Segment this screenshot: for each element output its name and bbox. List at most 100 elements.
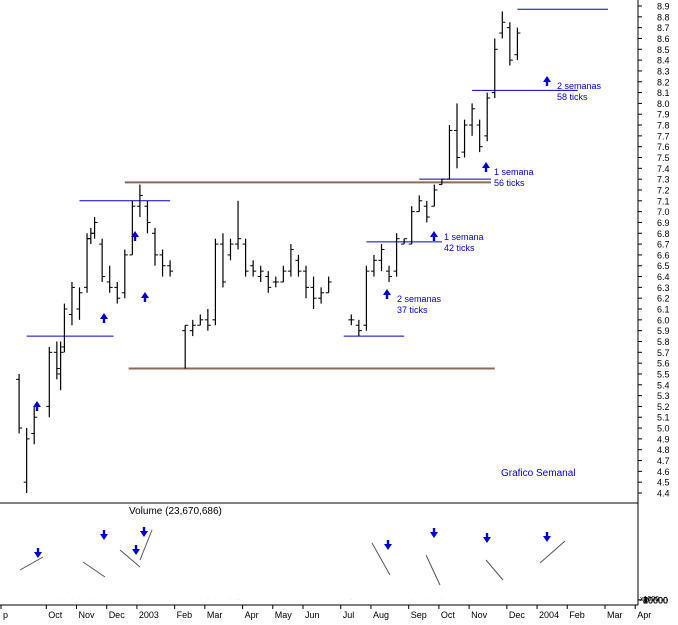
price-tick-label: 4.4 [657, 489, 670, 499]
x-tick-label: Dec [509, 610, 526, 620]
price-tick-label: 8.2 [657, 77, 670, 87]
arrow-head [132, 549, 140, 555]
price-tick-label: 5.7 [657, 348, 670, 358]
ohlc-bar [514, 27, 521, 61]
ohlc-bar [121, 249, 128, 299]
arrow-shaft [36, 548, 40, 553]
ohlc-bar [484, 92, 491, 142]
ohlc-bar [355, 319, 362, 337]
ohlc-bar [136, 184, 143, 218]
price-tick-label: 8.8 [657, 12, 670, 22]
ohlc-bar [386, 265, 393, 282]
volume-tick-label: 40000 [643, 595, 668, 605]
arrow-shaft [142, 527, 146, 532]
volume-trend-line [485, 559, 504, 581]
x-tick-label: 2003 [139, 610, 159, 620]
price-tick-label: 8.3 [657, 66, 670, 76]
arrow-head [131, 231, 139, 237]
ohlc-bar [310, 276, 317, 310]
arrow-shaft [133, 236, 137, 241]
price-tick-label: 6.4 [657, 272, 670, 282]
annotation-line1: 1 semana [494, 167, 534, 177]
volume-trend-line [19, 556, 44, 571]
up-arrow-icon [141, 292, 149, 302]
arrow-shaft [386, 540, 390, 545]
x-tick-label: Apr [245, 610, 259, 620]
price-tick-label: 4.9 [657, 434, 670, 444]
annotation-line1: 2 semanas [397, 294, 442, 304]
ohlc-bar [370, 254, 377, 277]
price-tick-label: 6.9 [657, 218, 670, 228]
ohlc-bar [152, 227, 158, 266]
annotation-line2: 42 ticks [444, 243, 475, 253]
ohlc-bar [144, 200, 151, 234]
arrow-shaft [143, 297, 147, 302]
ohlc-bar [204, 309, 211, 331]
price-tick-label: 7.3 [657, 175, 670, 185]
x-tick-label: Apr [637, 610, 651, 620]
arrow-shaft [102, 318, 106, 323]
volume-tick-label: 20000 [643, 595, 668, 605]
x-tick-label: Oct [441, 610, 456, 620]
ohlc-bar [423, 200, 430, 223]
ohlc-bar [23, 428, 30, 493]
volume-trend-line [139, 529, 153, 561]
volume-trend-line [119, 549, 141, 568]
x-tick-label: Feb [177, 610, 193, 620]
down-arrow-icon [543, 532, 551, 542]
ohlc-bar [106, 265, 113, 293]
annotation-line1: 1 semana [444, 232, 484, 242]
ohlc-bar [91, 217, 98, 239]
arrow-head [100, 313, 108, 319]
ohlc-bar [68, 281, 75, 326]
up-arrow-icon [33, 401, 41, 411]
price-tick-label: 7.8 [657, 121, 670, 131]
ohlc-bar [363, 265, 370, 331]
price-tick-label: 6.3 [657, 283, 670, 293]
x-tick-label: p [3, 610, 8, 620]
arrow-head [483, 537, 491, 543]
x-tick-label: Nov [471, 610, 488, 620]
up-arrow-icon [543, 76, 551, 86]
ohlc-bar [197, 314, 204, 326]
x-tick-label: Jun [305, 610, 320, 620]
ohlc-bar [454, 103, 460, 169]
price-tick-label: 4.7 [657, 456, 670, 466]
ohlc-bar [393, 233, 400, 277]
x-tick-label: 2004 [539, 610, 559, 620]
price-tick-label: 5.2 [657, 402, 670, 412]
ohlc-bar [325, 276, 332, 294]
arrow-head [383, 289, 391, 295]
arrow-shaft [35, 406, 39, 411]
ohlc-bar [416, 195, 423, 213]
ohlc-bar [408, 206, 415, 245]
down-arrow-icon [430, 528, 438, 538]
x-tick-label: Dec [109, 610, 126, 620]
volume-panel [18, 527, 566, 600]
price-tick-label: 6.8 [657, 229, 670, 239]
price-tick-label: 7.7 [657, 131, 670, 141]
x-tick-label: Nov [79, 610, 96, 620]
ohlc-bar [31, 406, 38, 445]
ohlc-bar [242, 238, 249, 277]
down-arrow-icon [100, 530, 108, 540]
price-tick-label: 6.1 [657, 305, 670, 315]
volume-tick-label: 50000 [643, 595, 668, 605]
ohlc-bar [295, 254, 302, 277]
ohlc-bar [438, 178, 445, 186]
price-tick-label: 5.6 [657, 359, 670, 369]
ohlc-bar [250, 260, 257, 277]
ohlc-bar [287, 244, 294, 277]
ohlc-bar [129, 200, 136, 256]
ohlc-bar [272, 276, 279, 288]
ohlc-bar [53, 341, 60, 380]
volume-label: Volume (23,670,686) [129, 506, 222, 517]
ohlc-bar [499, 11, 506, 39]
price-tick-label: 8.7 [657, 23, 670, 33]
ohlc-bar [476, 119, 483, 153]
arrow-head [543, 536, 551, 542]
ohlc-bar [506, 22, 513, 66]
x-tick-label: Feb [569, 610, 585, 620]
